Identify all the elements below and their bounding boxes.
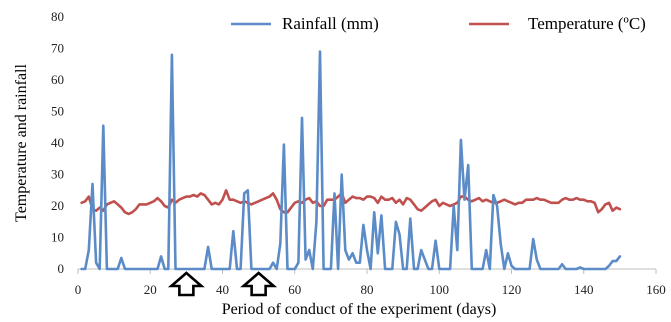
legend: Rainfall (mm) Temperature (ºC)	[231, 14, 646, 33]
x-tick-label: 40	[216, 282, 229, 297]
y-tick-label: 50	[51, 104, 64, 119]
y-tick-label: 30	[51, 167, 64, 182]
series-group	[80, 50, 622, 271]
y-tick-label: 60	[51, 72, 64, 87]
x-tick-label: 0	[75, 282, 82, 297]
x-tick-label: 100	[430, 282, 450, 297]
y-tick-label: 40	[51, 135, 64, 150]
arrows-group	[167, 271, 278, 297]
up-arrow-icon	[167, 271, 205, 297]
x-tick-label: 60	[288, 282, 301, 297]
x-axis-title: Period of conduct of the experiment (day…	[222, 301, 497, 318]
x-tick-label: 140	[574, 282, 594, 297]
y-tick-label: 0	[58, 261, 65, 276]
x-tick-label: 120	[502, 282, 522, 297]
rainfall-series-line	[80, 50, 622, 271]
y-tick-label: 10	[51, 230, 64, 245]
temperature-series-line	[80, 189, 622, 216]
up-arrow-icon	[240, 271, 278, 297]
legend-label-rainfall: Rainfall (mm)	[282, 14, 379, 33]
y-tick-label: 80	[51, 9, 64, 24]
y-ticks: 0 10 20 30 40 50 60 70 80	[51, 9, 64, 276]
y-tick-label: 70	[51, 41, 64, 56]
legend-label-temperature: Temperature (ºC)	[528, 14, 646, 33]
x-tick-label: 80	[361, 282, 374, 297]
x-ticks: 0 20 40 60 80 100 120 140 160	[75, 269, 666, 297]
y-axis-title: Temperature and rainfall	[13, 63, 30, 221]
x-tick-label: 20	[144, 282, 157, 297]
y-tick-label: 20	[51, 198, 64, 213]
x-tick-label: 160	[646, 282, 666, 297]
